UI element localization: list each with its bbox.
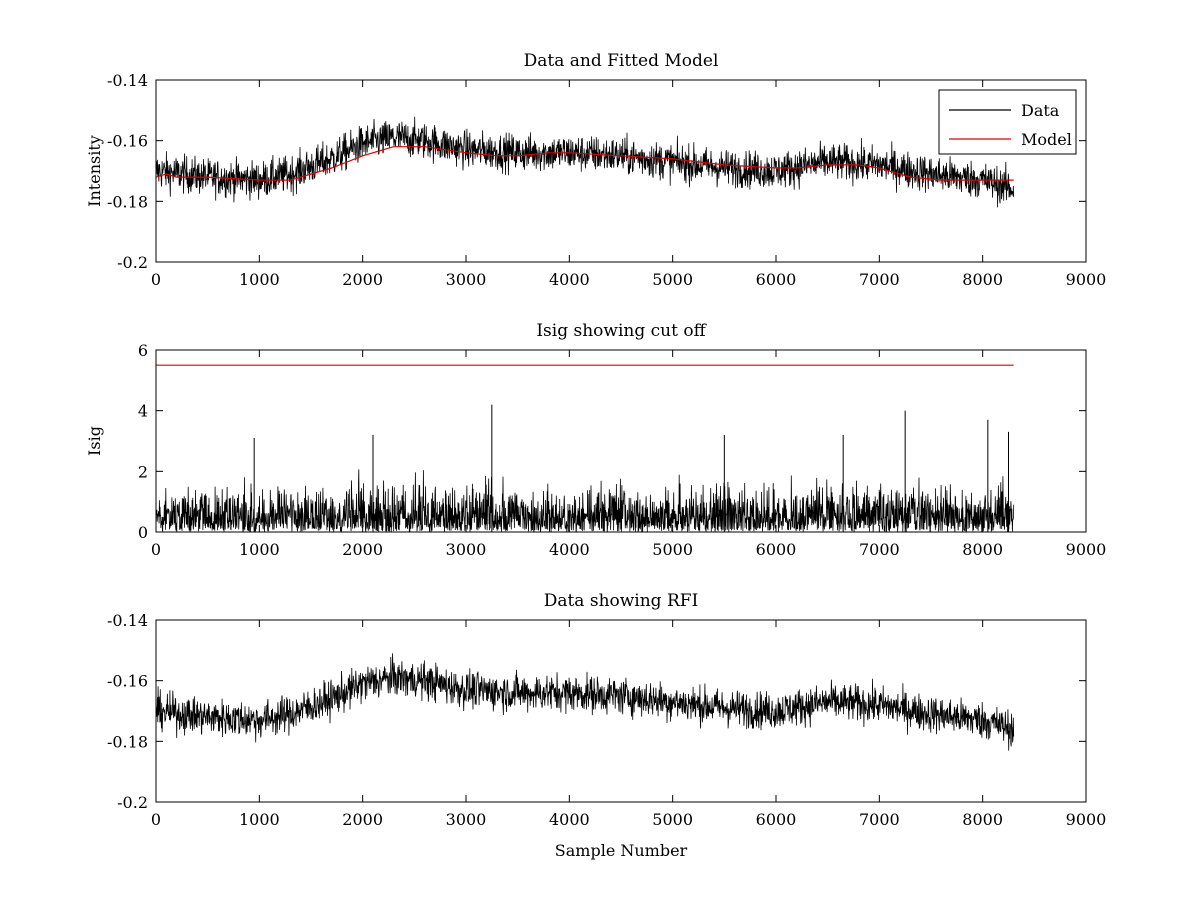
x-tick-label: 2000 bbox=[342, 270, 383, 289]
axes-box-top bbox=[155, 79, 1087, 263]
x-tick-label: 8000 bbox=[962, 810, 1003, 829]
y-tick-label: -0.18 bbox=[107, 732, 148, 751]
x-tick-label: 0 bbox=[151, 810, 161, 829]
legend-entry-0: Data bbox=[1021, 101, 1060, 120]
subplot-bottom: 0 1000 2000 3000 4000 5000 6000 7000 8000 9000 -0.… bbox=[107, 591, 1106, 860]
x-tick-label: 9000 bbox=[1066, 270, 1107, 289]
x-tick-label: 6000 bbox=[756, 540, 797, 559]
x-tick-label: 4000 bbox=[549, 810, 590, 829]
x-tick-label: 8000 bbox=[962, 540, 1003, 559]
x-tick-label: 6000 bbox=[756, 270, 797, 289]
x-tick-label: 7000 bbox=[859, 810, 900, 829]
series-line-bottom-0 bbox=[156, 653, 1015, 751]
x-tick-label: 6000 bbox=[756, 810, 797, 829]
x-tick-label: 3000 bbox=[446, 540, 487, 559]
x-tick-label: 2000 bbox=[342, 540, 383, 559]
x-axis-label: Sample Number bbox=[555, 841, 688, 860]
x-tick-label: 9000 bbox=[1066, 810, 1107, 829]
series-line-middle-0 bbox=[156, 469, 1015, 532]
axes-box-middle bbox=[155, 349, 1087, 533]
legend-entry-1: Model bbox=[1021, 130, 1072, 149]
x-tick-label: 5000 bbox=[652, 810, 693, 829]
x-tick-label: 3000 bbox=[446, 270, 487, 289]
plot-area-bottom bbox=[156, 653, 1015, 751]
x-tick-label: 4000 bbox=[549, 540, 590, 559]
x-tick-label: 3000 bbox=[446, 810, 487, 829]
x-tick-label: 7000 bbox=[859, 270, 900, 289]
x-tick-label: 5000 bbox=[652, 270, 693, 289]
x-tick-label: 2000 bbox=[342, 810, 383, 829]
plot-area-middle bbox=[156, 364, 1015, 532]
chart-title-top: Data and Fitted Model bbox=[524, 51, 719, 71]
y-tick-label: -0.14 bbox=[107, 611, 148, 630]
y-axis-label: Intensity bbox=[85, 135, 104, 207]
chart-title-bottom: Data showing RFI bbox=[544, 591, 699, 611]
x-tick-label: 1000 bbox=[239, 810, 280, 829]
y-tick-label: -0.2 bbox=[117, 253, 148, 272]
legend: Data Model bbox=[938, 89, 1077, 155]
y-axis-label: Isig bbox=[85, 426, 104, 456]
y-tick-label: -0.18 bbox=[107, 192, 148, 211]
y-tick-label: 4 bbox=[138, 402, 148, 421]
series-line-top-1 bbox=[156, 146, 1014, 181]
x-tick-label: 1000 bbox=[239, 270, 280, 289]
y-tick-label: 2 bbox=[138, 462, 148, 481]
x-tick-label: 1000 bbox=[239, 540, 280, 559]
y-tick-label: -0.2 bbox=[117, 793, 148, 812]
subplot-top: 0 1000 2000 3000 4000 5000 6000 7000 8000 9000 -0.… bbox=[85, 51, 1106, 289]
y-tick-label: -0.16 bbox=[107, 672, 148, 691]
chart-title-middle: Isig showing cut off bbox=[536, 321, 707, 341]
axes-box-bottom bbox=[155, 619, 1087, 803]
legend-box bbox=[938, 89, 1077, 155]
x-tick-label: 0 bbox=[151, 540, 161, 559]
y-tick-label: 6 bbox=[138, 341, 148, 360]
y-tick-label: 0 bbox=[138, 523, 148, 542]
x-tick-label: 7000 bbox=[859, 540, 900, 559]
x-tick-label: 9000 bbox=[1066, 540, 1107, 559]
x-tick-label: 8000 bbox=[962, 270, 1003, 289]
x-tick-label: 4000 bbox=[549, 270, 590, 289]
subplot-middle: 0 1000 2000 3000 4000 5000 6000 7000 8000 9000 0 2 4… bbox=[85, 321, 1106, 559]
y-tick-label: -0.16 bbox=[107, 132, 148, 151]
x-tick-label: 5000 bbox=[652, 540, 693, 559]
plot-area-top bbox=[156, 116, 1015, 208]
y-tick-label: -0.14 bbox=[107, 71, 148, 90]
x-tick-label: 0 bbox=[151, 270, 161, 289]
